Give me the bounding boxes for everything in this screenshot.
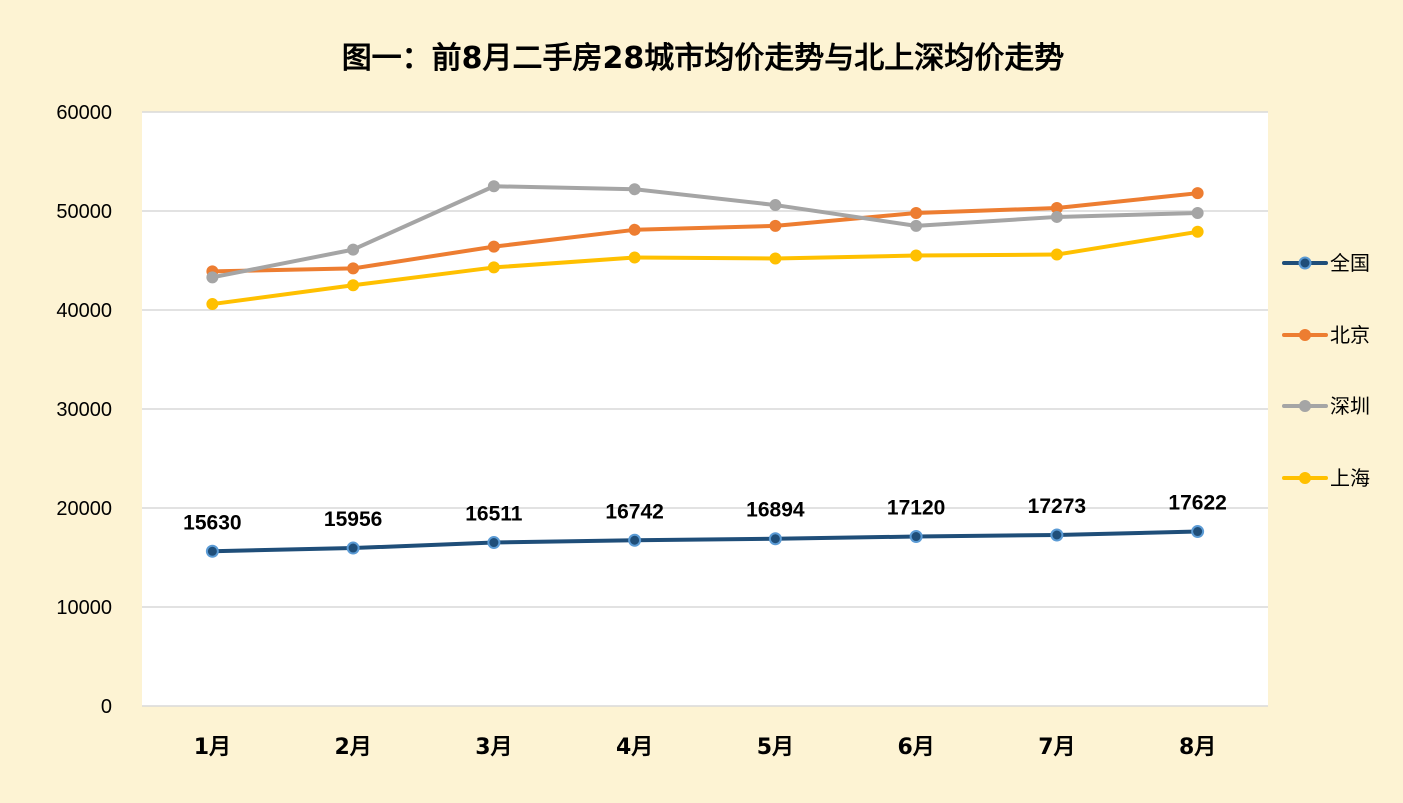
- data-label: 17622: [1168, 492, 1226, 515]
- data-point: [1050, 210, 1063, 223]
- legend-item: 深圳: [1282, 394, 1370, 418]
- data-point: [628, 183, 641, 196]
- data-point: [910, 219, 923, 232]
- y-tick-label: 10000: [56, 597, 112, 619]
- data-point: [768, 532, 782, 546]
- data-point: [628, 533, 642, 547]
- y-tick-label: 20000: [56, 498, 112, 520]
- data-point: [910, 206, 923, 219]
- y-axis-ticks: 0 10000 20000 30000 40000 50000 60000: [56, 102, 112, 718]
- data-point: [628, 251, 641, 264]
- series-深圳: [206, 180, 1204, 284]
- data-point: [487, 240, 500, 253]
- data-point: [347, 243, 360, 256]
- data-point: [1191, 225, 1204, 238]
- series-line: [210, 191, 1200, 274]
- y-tick-label: 0: [101, 696, 112, 718]
- data-point: [206, 271, 219, 284]
- data-label: 16894: [746, 499, 805, 522]
- data-point: [1050, 528, 1064, 542]
- chart-title: 图一：前8月二手房28城市均价走势与北上深均价走势: [342, 41, 1065, 76]
- data-labels: 15630 15956 16511 16742 16894 17120 17273 17622: [183, 492, 1227, 535]
- data-point: [487, 536, 501, 550]
- data-point: [487, 261, 500, 274]
- y-tick-label: 30000: [56, 399, 112, 421]
- x-tick-label: 5月: [757, 735, 794, 760]
- data-label: 17120: [887, 497, 945, 520]
- legend-marker: [1299, 329, 1311, 341]
- data-point: [1191, 525, 1205, 539]
- x-tick-label: 3月: [475, 735, 512, 760]
- legend-item: 北京: [1282, 323, 1370, 347]
- series-lines: [205, 180, 1205, 558]
- legend-label: 全国: [1330, 251, 1370, 275]
- series-上海: [206, 225, 1204, 311]
- legend-marker: [1299, 472, 1311, 484]
- data-label: 16742: [605, 500, 663, 523]
- x-axis-ticks: 1月 2月 3月 4月 5月 6月 7月 8月: [194, 735, 1217, 760]
- data-point: [1050, 248, 1063, 261]
- legend-marker: [1299, 400, 1311, 412]
- data-point: [1191, 206, 1204, 219]
- data-point: [205, 544, 219, 558]
- data-point: [487, 180, 500, 193]
- data-point: [347, 262, 360, 275]
- data-point: [206, 298, 219, 311]
- series-line: [210, 184, 1200, 280]
- legend-item: 全国: [1282, 251, 1370, 275]
- legend-item: 上海: [1282, 466, 1370, 490]
- data-label: 17273: [1028, 495, 1086, 518]
- legend-label: 深圳: [1330, 394, 1370, 418]
- x-tick-label: 1月: [194, 735, 231, 760]
- gridlines: [142, 111, 1268, 707]
- data-point: [910, 249, 923, 262]
- series-全国: [205, 525, 1205, 558]
- y-tick-label: 40000: [56, 300, 112, 322]
- x-tick-label: 2月: [334, 735, 371, 760]
- data-point: [769, 252, 782, 265]
- legend-label: 上海: [1330, 466, 1370, 490]
- series-line: [210, 529, 1200, 554]
- x-tick-label: 7月: [1038, 735, 1075, 760]
- data-point: [769, 219, 782, 232]
- x-tick-label: 6月: [897, 735, 934, 760]
- data-point: [909, 530, 923, 544]
- x-tick-label: 4月: [616, 735, 653, 760]
- y-tick-label: 50000: [56, 201, 112, 223]
- legend-label: 北京: [1330, 323, 1370, 347]
- x-tick-label: 8月: [1179, 735, 1216, 760]
- data-point: [347, 279, 360, 292]
- data-point: [628, 223, 641, 236]
- data-label: 15956: [324, 508, 382, 531]
- data-point: [1191, 187, 1204, 200]
- data-label: 15630: [183, 511, 241, 534]
- series-line: [210, 229, 1200, 307]
- data-label: 16511: [465, 503, 523, 526]
- legend-marker: [1298, 256, 1312, 270]
- y-tick-label: 60000: [56, 102, 112, 124]
- data-point: [346, 541, 360, 555]
- data-point: [769, 199, 782, 212]
